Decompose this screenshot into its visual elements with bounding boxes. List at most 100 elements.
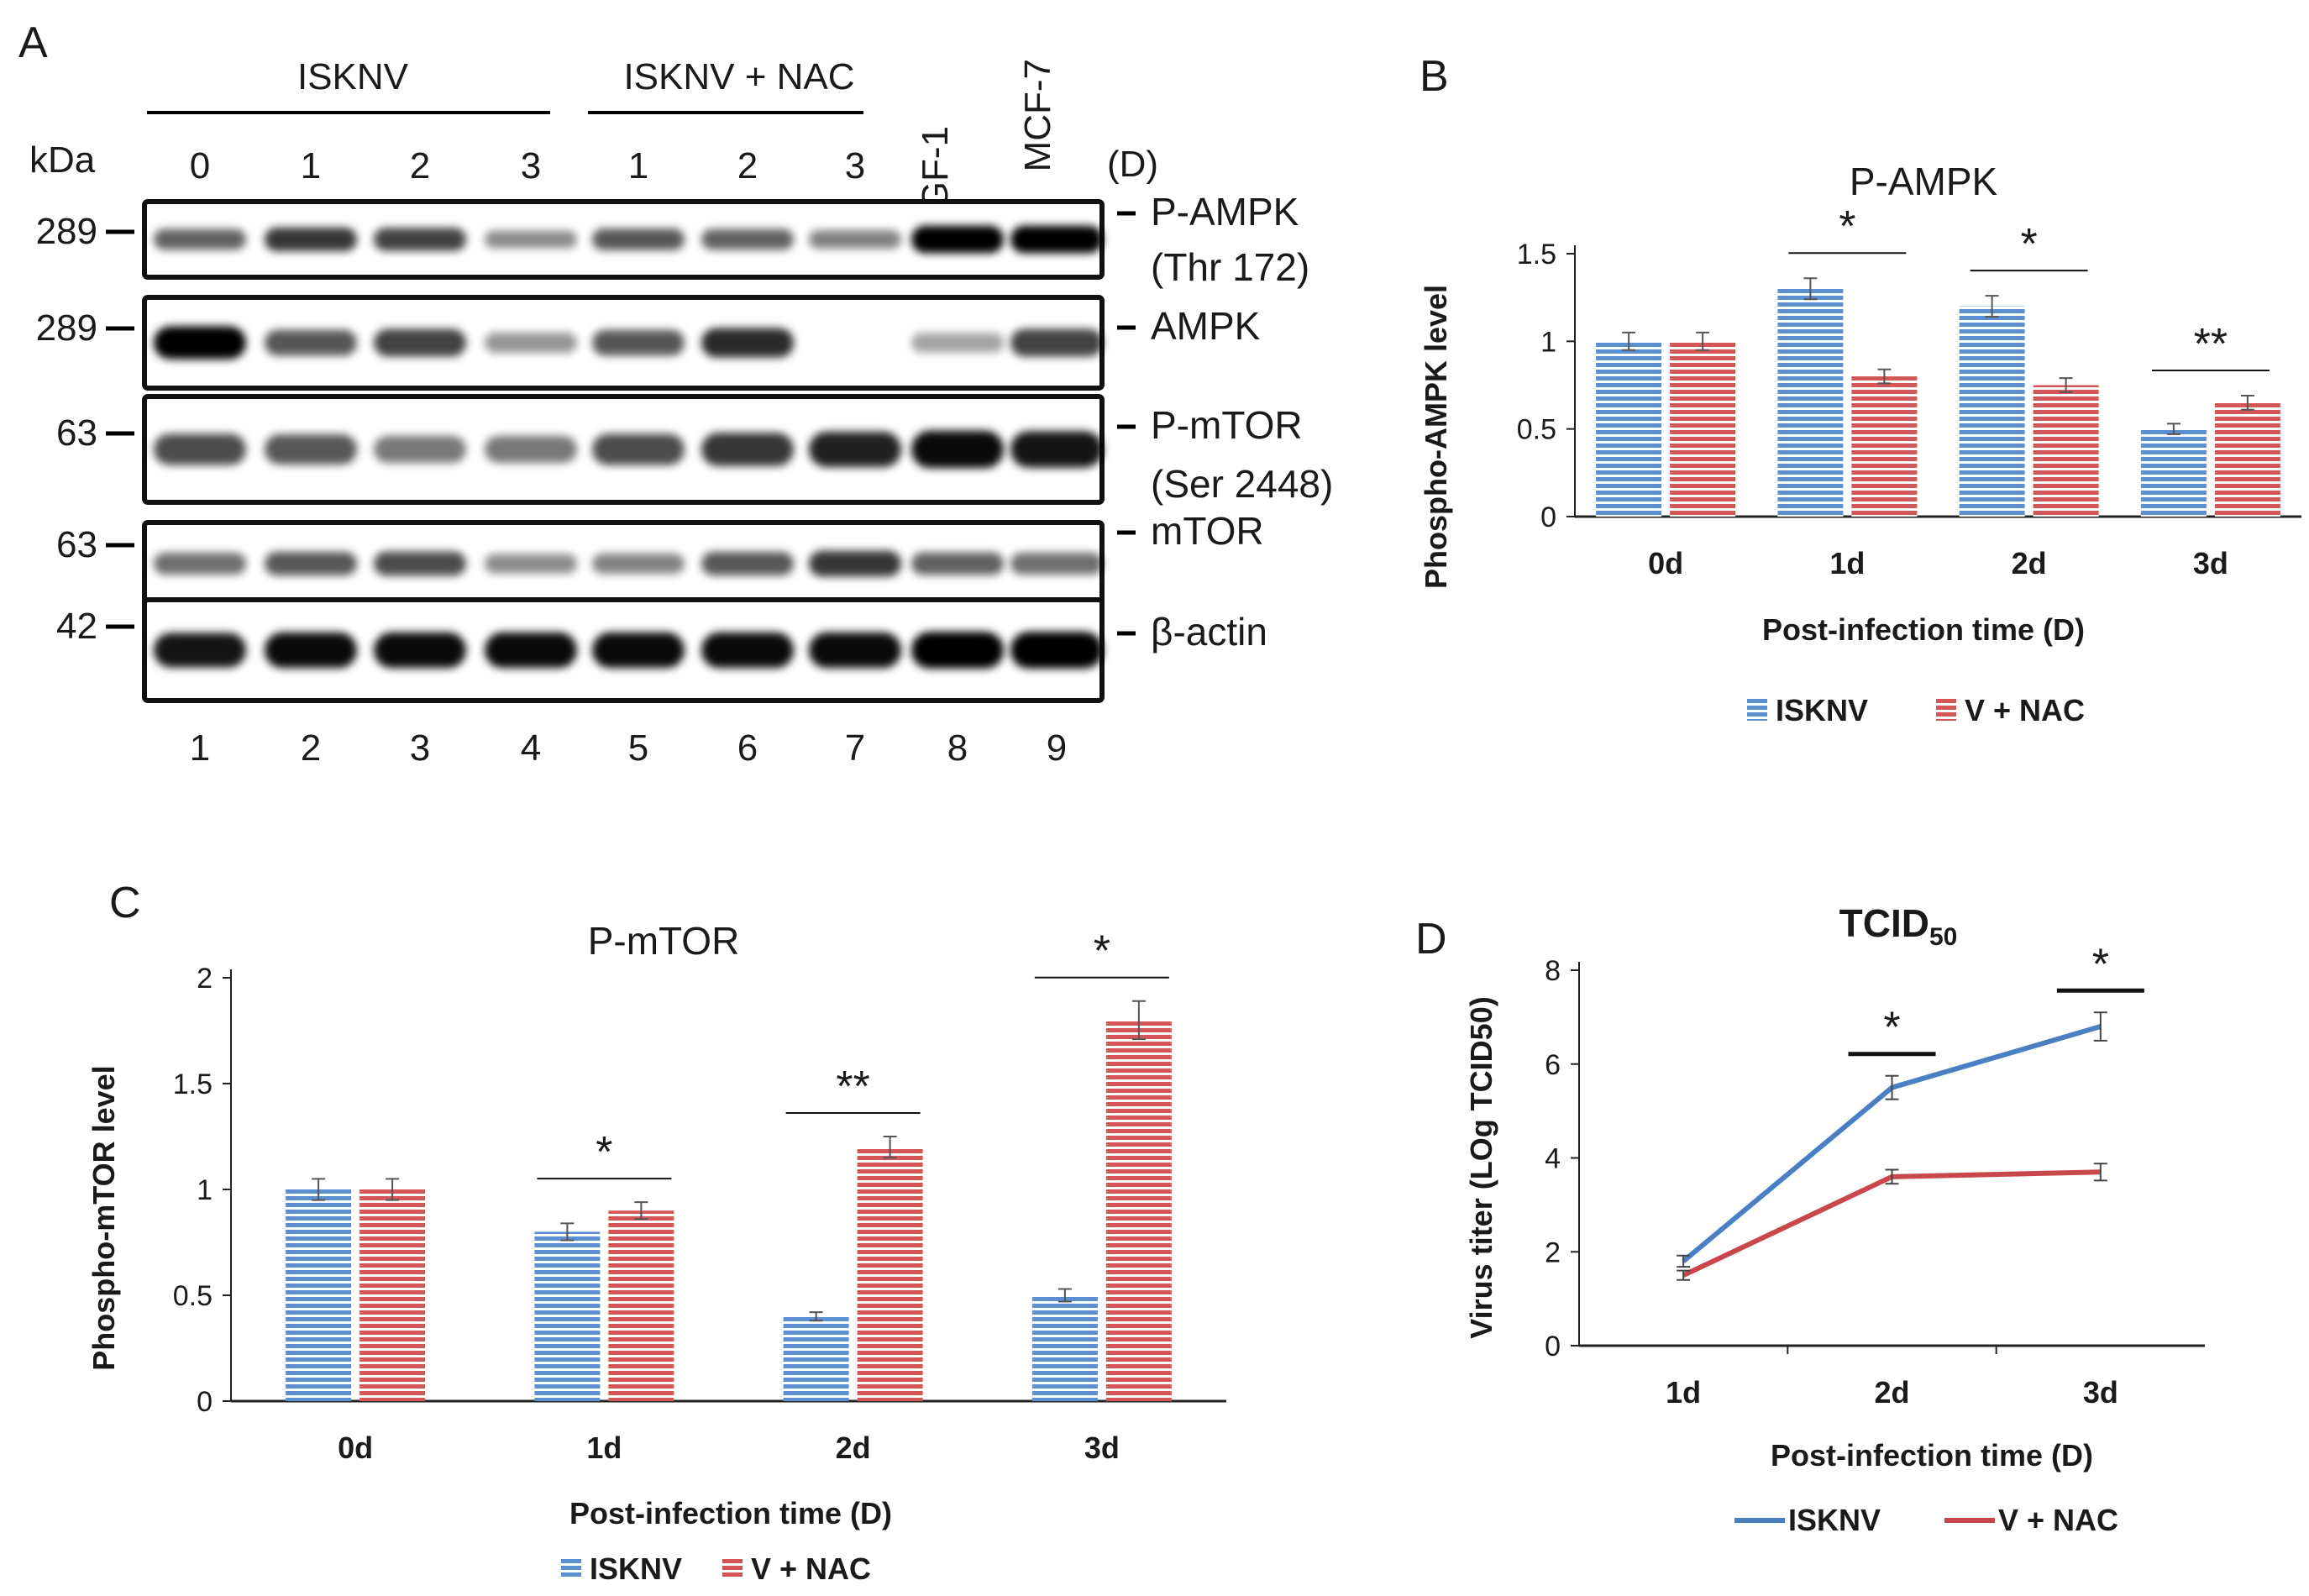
- x-tick-label: 1d: [586, 1431, 622, 1465]
- blot-band: [265, 329, 357, 356]
- blot-band: [265, 632, 357, 669]
- y-tick-label: 0.5: [173, 1280, 213, 1312]
- blot-band: [154, 228, 246, 250]
- blot-band: [701, 552, 794, 575]
- blot-band: [374, 435, 466, 464]
- cell-line-label: MCF-7: [1017, 59, 1058, 171]
- x-axis-label: Post-infection time (D): [569, 1496, 892, 1530]
- blot-band: [809, 550, 901, 577]
- lines: [1677, 1011, 2107, 1281]
- significance-star: *: [2021, 220, 2038, 269]
- protein-sublabel: (Thr 172): [1151, 245, 1309, 289]
- legend-label: V + NAC: [1998, 1503, 2118, 1537]
- significance-marks: ****: [1788, 202, 2270, 372]
- day-label: 3: [521, 145, 541, 186]
- bar: [857, 1147, 923, 1401]
- bar: [2140, 428, 2207, 517]
- bar: [1777, 288, 1844, 517]
- panel-label-d: D: [1415, 915, 1447, 963]
- group-label-isknv-nac: ISKNV + NAC: [623, 56, 854, 97]
- y-tick-label: 1: [1540, 326, 1556, 358]
- bars: [1596, 277, 2280, 517]
- panel-a-western-blot: ISKNV ISKNV + NAC kDa (D) 0 1 2 3 1 2 3 GF-1 MC…: [29, 56, 1333, 769]
- y-tick-label: 0: [1540, 501, 1556, 533]
- x-tick-label: 2d: [1874, 1375, 1909, 1410]
- protein-label: P-mTOR: [1151, 403, 1303, 447]
- legend-label: ISKNV: [1788, 1503, 1881, 1537]
- blot-band: [485, 632, 577, 669]
- cell-line-labels: GF-1 MCF-7: [915, 59, 1058, 210]
- blot-band: [592, 329, 685, 356]
- title-main: TCID: [1839, 901, 1929, 945]
- significance-star: *: [2092, 940, 2109, 989]
- legend-swatch: [1747, 699, 1767, 721]
- significance-star: *: [1883, 1004, 1900, 1053]
- bar: [1031, 1295, 1098, 1401]
- y-tick-label: 0: [1545, 1331, 1561, 1362]
- blot-band: [911, 225, 1004, 254]
- bar: [359, 1189, 426, 1401]
- legend-label: ISKNV: [1776, 693, 1868, 727]
- protein-sublabel: (Ser 2448): [1151, 462, 1333, 506]
- blot-band: [1010, 431, 1103, 468]
- lane-number: 6: [737, 727, 758, 769]
- blot-band: [809, 229, 901, 249]
- legend: ISKNV V + NAC: [561, 1551, 871, 1586]
- x-tick-label: 3d: [1084, 1431, 1120, 1465]
- chart-title: TCID50: [1839, 901, 1958, 951]
- group-label-isknv: ISKNV: [297, 56, 409, 97]
- blot-band: [374, 328, 466, 357]
- blot-band: [1010, 632, 1103, 669]
- blot-band: [592, 553, 685, 575]
- significance-star: **: [2194, 320, 2228, 369]
- bar: [2214, 402, 2280, 517]
- significance-marks: ****: [537, 927, 1169, 1180]
- blot-band: [1010, 328, 1103, 357]
- y-axis-label: Phospho-mTOR level: [87, 1065, 121, 1370]
- protein-label: mTOR: [1151, 509, 1264, 553]
- kda-marker-label: 63: [56, 412, 97, 454]
- x-tick-label: 1d: [1829, 546, 1865, 580]
- panel-label-a: A: [18, 18, 48, 67]
- y-tick-label: 1: [197, 1174, 213, 1206]
- lane-number: 5: [628, 727, 648, 769]
- kda-marker-label: 289: [36, 307, 97, 349]
- blot-band: [485, 554, 577, 574]
- blot-band: [374, 228, 466, 251]
- x-tick-label: 3d: [2193, 546, 2228, 580]
- y-tick-label: 2: [197, 963, 213, 995]
- x-tick-label: 2d: [836, 1431, 871, 1465]
- blot-band: [592, 632, 685, 669]
- significance-marks: **: [1848, 940, 2144, 1057]
- bar: [2033, 385, 2099, 517]
- bar: [1851, 376, 1918, 517]
- lane-number: 3: [410, 727, 430, 769]
- chart-p-mtor: P-mTOR Phospho-mTOR level Post-infection…: [87, 919, 1226, 1586]
- panel-label-b: B: [1420, 52, 1449, 101]
- lane-number: 8: [947, 727, 968, 769]
- series-line: [1682, 1024, 2102, 1263]
- legend: ISKNV V + NAC: [1747, 693, 2085, 727]
- blot-rows: 289 P-AMPK (Thr 172) 289 AMPK 63 P-mTOR (Ser 24…: [36, 190, 1333, 703]
- bars: [286, 1000, 1172, 1401]
- title-subscript: 50: [1929, 923, 1957, 951]
- cell-line-label: GF-1: [915, 126, 956, 210]
- blot-band: [265, 552, 357, 575]
- blot-band: [154, 633, 246, 668]
- bar: [286, 1189, 352, 1401]
- day-label: 3: [845, 145, 865, 186]
- significance-star: **: [836, 1063, 869, 1111]
- blot-band: [154, 552, 246, 575]
- y-tick-label: 6: [1545, 1049, 1561, 1081]
- panel-label-c: C: [109, 879, 141, 927]
- significance-star: *: [1839, 202, 1855, 251]
- lane-number: 9: [1047, 727, 1067, 769]
- day-labels: 0 1 2 3 1 2 3: [190, 145, 865, 186]
- legend-swatch: [1936, 699, 1956, 721]
- protein-label: P-AMPK: [1151, 190, 1299, 234]
- blot-band: [265, 227, 357, 252]
- blot-band: [1010, 552, 1103, 575]
- bar: [534, 1231, 601, 1401]
- significance-star: *: [1094, 927, 1110, 976]
